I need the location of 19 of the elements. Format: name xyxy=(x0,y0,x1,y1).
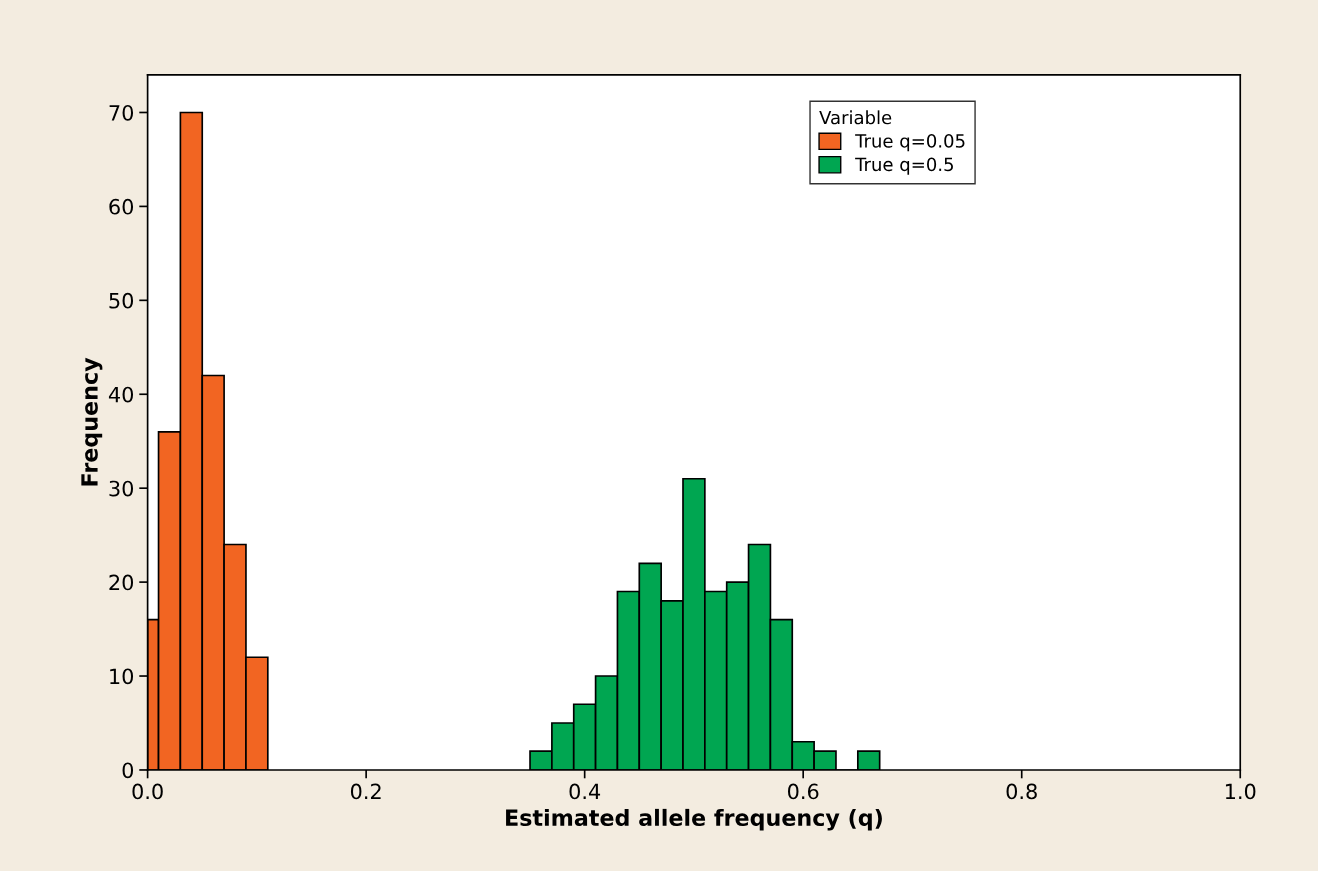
y-tick-label: 60 xyxy=(109,198,134,215)
legend-label: True q=0.05 xyxy=(855,134,965,152)
y-tick-label: 0 xyxy=(122,762,134,779)
y-tick-label: 40 xyxy=(108,386,134,403)
y-tick-label: 20 xyxy=(109,574,134,591)
x-tick-label: 0.2 xyxy=(350,783,381,800)
x-axis-title: Estimated allele frequency (q) xyxy=(506,808,882,831)
y-tick-label: 70 xyxy=(109,104,134,121)
x-tick-label: 0.0 xyxy=(132,783,163,800)
x-tick-label: 0.8 xyxy=(1006,783,1037,800)
y-tick-label: 10 xyxy=(110,668,134,685)
x-tick-label: 0.4 xyxy=(569,783,601,800)
y-axis-title: Frequency xyxy=(81,357,103,486)
y-tick-label: 30 xyxy=(109,480,134,497)
x-tick-label: 1.0 xyxy=(1225,783,1256,800)
y-tick-label: 50 xyxy=(109,292,134,309)
legend-title: Variable xyxy=(819,110,892,125)
legend-label: True q=0.5 xyxy=(855,157,953,175)
x-tick-label: 0.6 xyxy=(788,783,819,800)
